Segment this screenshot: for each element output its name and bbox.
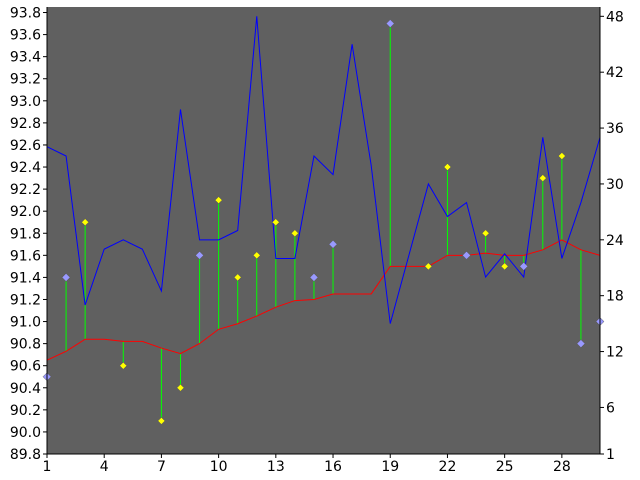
data-point-marker xyxy=(233,273,242,282)
y-left-tick-label: 93.2 xyxy=(10,72,41,88)
data-point-marker xyxy=(443,163,452,171)
y-right-tick-label: 42 xyxy=(606,65,624,81)
x-tick-label: 28 xyxy=(553,459,571,475)
y-left-tick-label: 90.4 xyxy=(10,381,41,397)
y-left-tick-label: 91.6 xyxy=(10,248,41,264)
x-tick-label: 1 xyxy=(43,459,52,475)
y-right-tick-label: 12 xyxy=(606,345,624,361)
data-point-marker xyxy=(291,229,299,238)
data-point-marker xyxy=(424,262,433,271)
data-point-marker xyxy=(538,174,547,182)
y-right-tick-label: 24 xyxy=(606,233,624,249)
lines-group xyxy=(46,16,601,361)
y-left-tick-label: 92.6 xyxy=(10,138,41,154)
data-point-marker xyxy=(271,218,280,227)
data-point-marker xyxy=(328,239,338,249)
x-tick-label: 7 xyxy=(157,459,166,475)
x-tick-label: 19 xyxy=(381,459,399,475)
x-tick-label: 16 xyxy=(324,459,342,475)
data-point-marker xyxy=(462,250,471,260)
y-left-tick-label: 90.2 xyxy=(10,403,41,419)
y-right-tick-label: 36 xyxy=(606,121,624,137)
red-line-series xyxy=(46,239,601,361)
markers-group xyxy=(42,19,605,425)
data-point-marker xyxy=(252,251,261,260)
data-point-marker xyxy=(176,383,185,392)
data-point-marker xyxy=(195,250,204,260)
y-right-tick-label: 30 xyxy=(606,177,624,193)
y-left-tick-label: 92.4 xyxy=(10,160,41,176)
x-tick-label: 13 xyxy=(267,459,285,475)
y-left-tick-label: 93.0 xyxy=(10,94,41,110)
data-point-marker xyxy=(481,229,490,238)
plot-area xyxy=(47,7,600,454)
y-left-tick-label: 92.8 xyxy=(10,116,41,132)
y-right-tick-label: 18 xyxy=(606,289,624,305)
y-left-tick-label: 93.4 xyxy=(10,50,41,66)
data-point-marker xyxy=(61,273,71,282)
y-left-tick-label: 93.6 xyxy=(10,28,41,44)
y-left-tick-label: 90.6 xyxy=(10,359,41,375)
y-right-tick-label: 48 xyxy=(606,9,624,25)
y-left-tick-label: 90.0 xyxy=(10,425,41,441)
y-left-tick-label: 89.8 xyxy=(10,447,41,463)
data-point-marker xyxy=(500,262,509,271)
blue-line-series xyxy=(46,16,601,324)
y-left-tick-label: 91.4 xyxy=(10,270,41,286)
y-left-tick-label: 93.8 xyxy=(10,6,41,22)
data-point-marker xyxy=(81,218,89,227)
y-left-tick-label: 92.0 xyxy=(10,204,41,220)
y-right-tick-label: 1 xyxy=(606,447,615,463)
data-point-marker xyxy=(558,152,566,160)
x-tick-label: 10 xyxy=(210,459,228,475)
data-point-marker xyxy=(119,361,128,370)
x-tick-label: 4 xyxy=(100,459,109,475)
y-left-tick-label: 90.8 xyxy=(10,337,41,353)
y-right-tick-label: 6 xyxy=(606,400,615,416)
data-point-marker xyxy=(214,196,223,205)
data-point-marker xyxy=(157,417,166,425)
x-tick-label: 25 xyxy=(496,459,514,475)
y-left-tick-label: 92.2 xyxy=(10,182,41,198)
data-point-marker xyxy=(309,273,319,282)
axes-group: 89.8 90.0 90.2 90.4 90.6 90.8 91.0 91.2 91.4 91.6… xyxy=(10,6,624,475)
x-tick-label: 22 xyxy=(439,459,457,475)
data-point-marker xyxy=(576,339,586,348)
y-left-tick-label: 91.0 xyxy=(10,315,41,331)
data-point-marker xyxy=(385,19,395,28)
data-point-marker xyxy=(519,262,529,271)
y-left-tick-label: 91.2 xyxy=(10,292,41,308)
y-left-tick-label: 91.8 xyxy=(10,226,41,242)
